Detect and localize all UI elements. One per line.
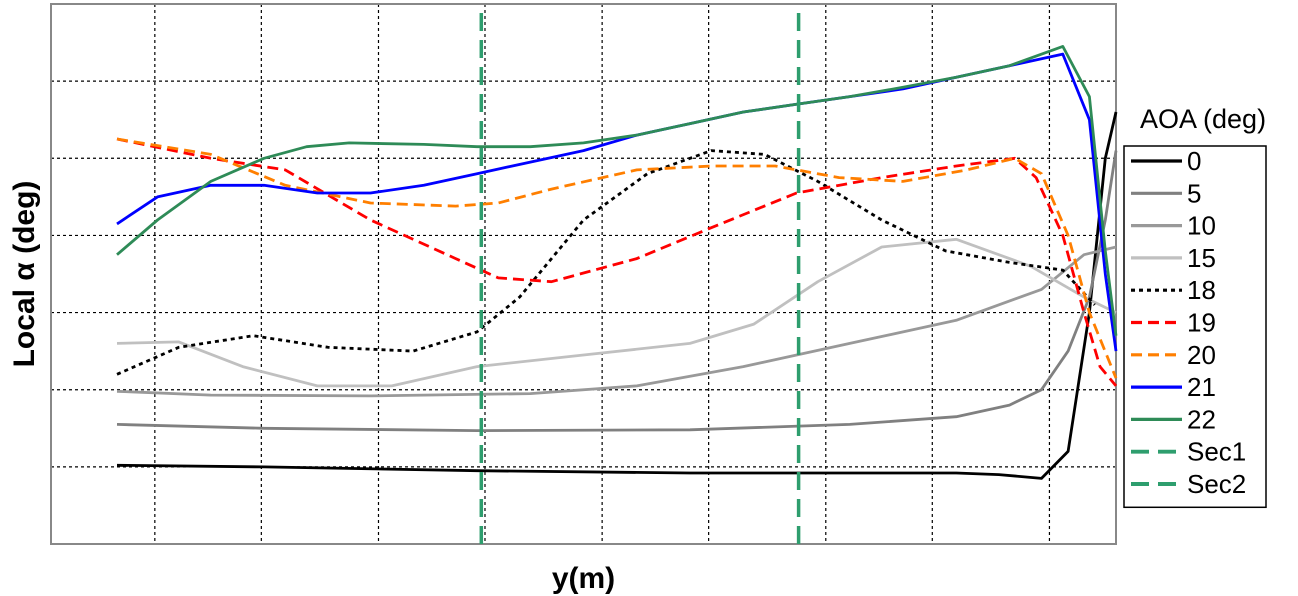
series-line-15 bbox=[116, 237, 1117, 388]
legend-label-0: 0 bbox=[1187, 146, 1201, 176]
legend-label-22: 22 bbox=[1187, 404, 1216, 434]
x-axis-label: y(m) bbox=[552, 562, 615, 595]
legend-label-sec2: Sec2 bbox=[1187, 469, 1246, 499]
y-axis-label: Local α (deg) bbox=[8, 181, 41, 368]
legend-label-sec1: Sec1 bbox=[1187, 437, 1246, 467]
legend-label-20: 20 bbox=[1187, 340, 1216, 370]
series-line-20 bbox=[116, 137, 1118, 379]
plot-area-frame bbox=[50, 3, 1117, 545]
series-line-18 bbox=[116, 149, 1096, 376]
legend-box bbox=[1123, 145, 1267, 509]
series-line-5 bbox=[116, 150, 1118, 432]
legend-label-19: 19 bbox=[1187, 308, 1216, 338]
legend-title: AOA (deg) bbox=[1140, 104, 1266, 134]
series-line-19 bbox=[116, 137, 1118, 387]
legend-label-5: 5 bbox=[1187, 178, 1201, 208]
series-line-21 bbox=[116, 52, 1118, 352]
legend-label-21: 21 bbox=[1187, 372, 1216, 402]
series-line-10 bbox=[116, 245, 1117, 398]
series-line-22 bbox=[116, 45, 1118, 336]
legend-label-18: 18 bbox=[1187, 275, 1216, 305]
legend-label-15: 15 bbox=[1187, 243, 1216, 273]
series-lines bbox=[116, 4, 1118, 544]
gridlines bbox=[51, 4, 1116, 544]
legend-label-10: 10 bbox=[1187, 211, 1216, 241]
series-line-0 bbox=[116, 111, 1118, 480]
